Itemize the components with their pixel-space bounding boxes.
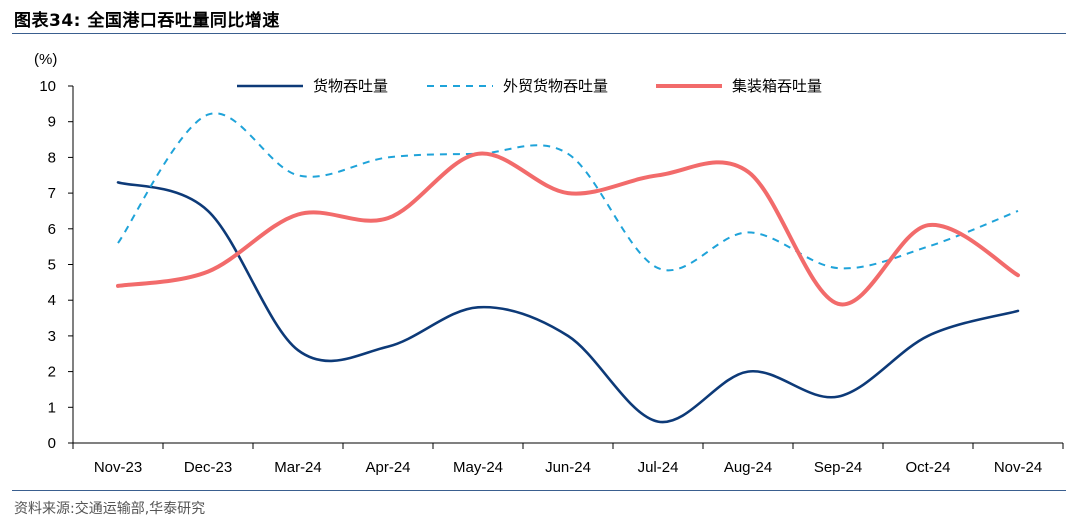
x-tick-label: Mar-24 <box>274 459 322 476</box>
data-point <box>1016 209 1020 213</box>
legend: 货物吞吐量 外贸货物吞吐量 集装箱吞吐量 <box>237 77 822 95</box>
data-point <box>206 270 210 274</box>
x-tick-label: Nov-23 <box>94 459 142 476</box>
y-axis-unit: (%) <box>34 51 57 68</box>
data-point <box>386 216 390 220</box>
x-tick-label: Jul-24 <box>638 459 679 476</box>
y-tick-label: 4 <box>48 292 56 309</box>
data-point <box>836 266 840 270</box>
y-tick-label: 9 <box>48 114 56 131</box>
series-line-2 <box>117 112 1019 272</box>
y-tick-label: 1 <box>48 399 56 416</box>
y-tick-label: 10 <box>39 78 56 95</box>
data-point <box>926 223 930 227</box>
data-point <box>116 241 120 245</box>
data-point <box>566 152 570 156</box>
data-point <box>116 284 120 288</box>
data-point <box>926 245 930 249</box>
data-point <box>296 173 300 177</box>
chart-title: 图表34: 全国港口吞吐量同比增速 <box>14 11 280 31</box>
data-point <box>746 230 750 234</box>
data-point <box>476 152 480 156</box>
data-point <box>746 170 750 174</box>
data-point <box>656 173 660 177</box>
y-tick-label: 7 <box>48 185 56 202</box>
data-point <box>296 348 300 352</box>
series-line-1 <box>116 181 1020 424</box>
y-tick-label: 5 <box>48 257 56 274</box>
y-tick-label: 6 <box>48 221 56 238</box>
title-rule <box>12 33 1066 34</box>
legend-label: 货物吞吐量 <box>313 77 388 95</box>
x-tick-label: Oct-24 <box>905 459 950 476</box>
data-point <box>836 395 840 399</box>
data-point <box>656 420 660 424</box>
data-point <box>206 113 210 117</box>
x-tick-label: May-24 <box>453 459 503 476</box>
data-point <box>386 345 390 349</box>
data-point <box>296 213 300 217</box>
data-point <box>206 209 210 213</box>
source-note: 资料来源:交通运输部,华泰研究 <box>14 501 206 517</box>
series-line-3 <box>116 151 1020 307</box>
data-point <box>566 191 570 195</box>
legend-label: 集装箱吞吐量 <box>732 77 822 95</box>
series-layer <box>116 112 1020 424</box>
x-tick-label: Dec-23 <box>184 459 232 476</box>
footer-rule <box>12 490 1066 491</box>
x-tick-label: Sep-24 <box>814 459 862 476</box>
data-point <box>566 334 570 338</box>
data-point <box>926 334 930 338</box>
data-point <box>1016 273 1020 277</box>
data-point <box>836 302 840 306</box>
y-tick-label: 8 <box>48 149 56 166</box>
x-tick-label: Apr-24 <box>365 459 410 476</box>
x-tick-label: Nov-24 <box>994 459 1042 476</box>
data-point <box>656 266 660 270</box>
data-point <box>1016 309 1020 313</box>
data-point <box>116 180 120 184</box>
axes: 0 1 2 3 4 5 6 7 8 9 10 (%) Nov-23 Dec-23 Mar-24 Apr-24 M… <box>34 51 1064 476</box>
data-point <box>476 305 480 309</box>
y-tick-label: 0 <box>48 435 56 452</box>
legend-label: 外贸货物吞吐量 <box>503 77 608 95</box>
y-tick-label: 3 <box>48 328 56 345</box>
x-tick-label: Jun-24 <box>545 459 591 476</box>
x-tick-label: Aug-24 <box>724 459 772 476</box>
data-point <box>386 155 390 159</box>
y-tick-label: 2 <box>48 364 56 381</box>
data-point <box>746 370 750 374</box>
